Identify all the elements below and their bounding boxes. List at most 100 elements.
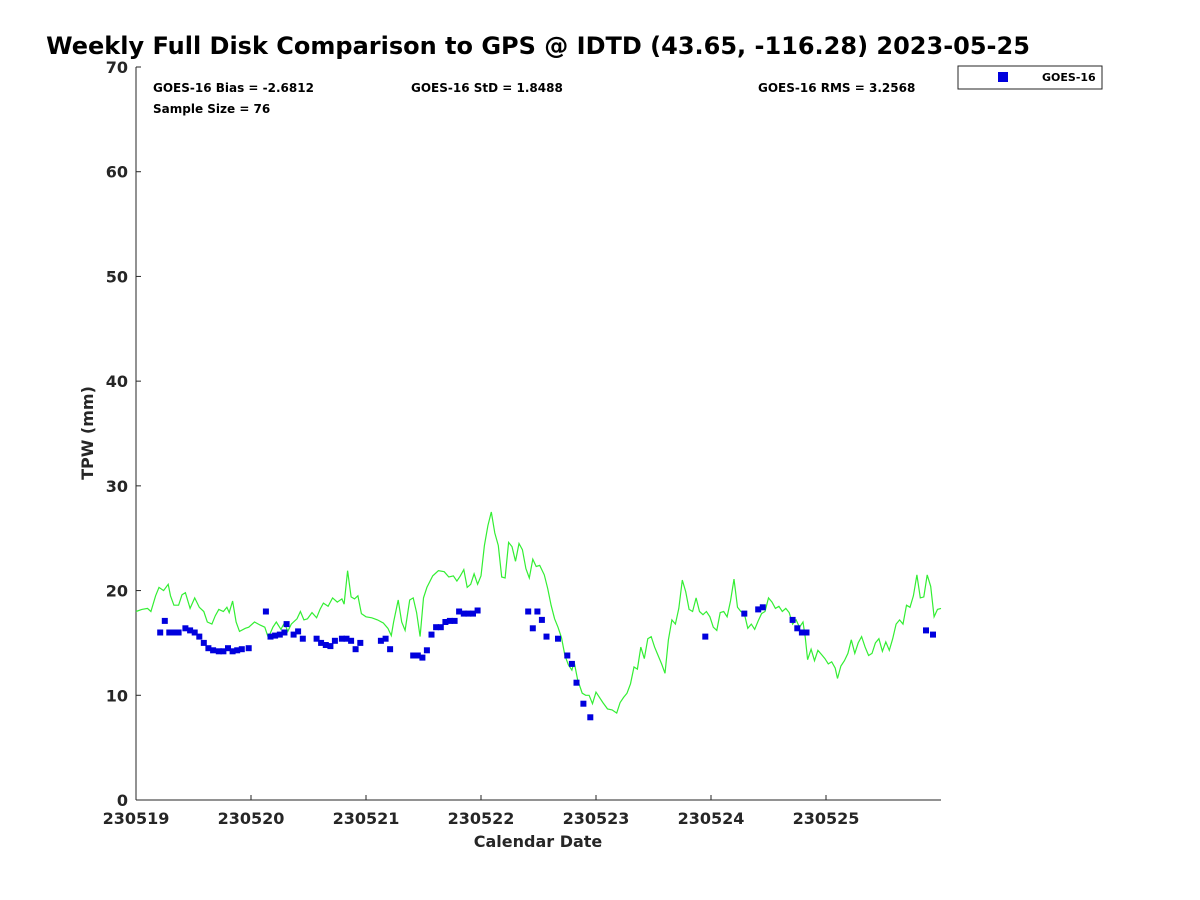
x-tick-label: 230523 xyxy=(563,809,630,828)
chart-title: Weekly Full Disk Comparison to GPS @ IDT… xyxy=(46,32,1030,60)
goes16-point xyxy=(196,633,203,640)
goes16-point xyxy=(759,604,766,611)
goes16-point xyxy=(755,606,762,613)
plot-area xyxy=(136,67,941,800)
goes16-point xyxy=(789,616,796,623)
goes16-point xyxy=(272,632,279,639)
series-layer xyxy=(135,511,942,721)
legend-label: GOES-16 xyxy=(1042,71,1096,84)
goes16-point xyxy=(283,621,290,628)
legend-marker xyxy=(998,72,1008,82)
x-tick-label: 230519 xyxy=(103,809,170,828)
goes16-point xyxy=(352,646,359,653)
goes16-point xyxy=(798,629,805,636)
bias-stat: GOES-16 Bias = -2.6812 xyxy=(153,81,314,95)
goes16-point xyxy=(382,635,389,642)
y-tick-label: 50 xyxy=(106,267,128,286)
goes16-point xyxy=(930,631,936,638)
goes16-point xyxy=(299,635,306,642)
goes16-point xyxy=(166,629,173,636)
goes16-point xyxy=(182,625,189,632)
goes16-point xyxy=(456,608,463,615)
rms-stat: GOES-16 RMS = 3.2568 xyxy=(758,81,915,95)
y-tick-label: 10 xyxy=(106,686,128,705)
y-tick-label: 40 xyxy=(106,372,128,391)
goes16-point xyxy=(220,648,227,655)
x-tick-label: 230521 xyxy=(333,809,400,828)
goes16-point xyxy=(423,647,430,654)
goes16-point xyxy=(587,714,594,721)
goes16-point xyxy=(538,616,545,623)
goes16-point xyxy=(161,617,168,624)
goes16-point xyxy=(568,660,575,667)
goes16-point xyxy=(245,645,252,652)
x-tick-label: 230524 xyxy=(678,809,745,828)
y-axis-label: TPW (mm) xyxy=(78,386,97,480)
goes16-point xyxy=(529,625,536,632)
goes16-point xyxy=(234,647,241,654)
goes16-point xyxy=(343,635,350,642)
goes16-point xyxy=(702,633,709,640)
goes16-point xyxy=(267,633,274,640)
goes16-point xyxy=(170,629,177,636)
goes16-point xyxy=(157,629,164,636)
goes16-point xyxy=(290,631,297,638)
goes16-point xyxy=(387,646,394,653)
goes16-point xyxy=(357,639,364,646)
goes16-point xyxy=(262,608,269,615)
goes16-point xyxy=(313,635,320,642)
goes16-point xyxy=(276,631,283,638)
goes16-point xyxy=(573,679,580,686)
legend: GOES-16 xyxy=(957,65,1103,90)
goes16-point xyxy=(543,633,550,640)
goes16-point xyxy=(205,645,212,652)
goes16-point xyxy=(318,639,325,646)
y-tick-label: 70 xyxy=(106,58,128,77)
goes16-point xyxy=(348,637,355,644)
goes16-point xyxy=(331,637,338,644)
goes16-point xyxy=(470,610,476,617)
goes16-point xyxy=(437,624,444,631)
goes16-point xyxy=(322,642,329,648)
goes16-point xyxy=(923,627,929,634)
x-tick-label: 230520 xyxy=(218,809,285,828)
y-tick-label: 20 xyxy=(106,582,128,601)
goes16-point xyxy=(377,637,384,644)
goes16-point xyxy=(225,645,231,652)
goes16-point xyxy=(428,631,435,638)
goes16-point xyxy=(410,652,417,659)
goes16-point xyxy=(555,635,561,642)
x-axis-label: Calendar Date xyxy=(474,832,603,851)
std-stat: GOES-16 StD = 1.8488 xyxy=(411,81,563,95)
goes16-point xyxy=(794,625,801,632)
goes16-point xyxy=(210,647,217,654)
y-tick-label: 30 xyxy=(106,477,128,496)
goes16-point xyxy=(460,610,467,617)
goes16-point xyxy=(564,652,571,659)
sample-size-stat: Sample Size = 76 xyxy=(153,102,270,116)
goes16-point xyxy=(474,607,481,614)
goes16-point xyxy=(229,648,236,655)
x-tick-label: 230522 xyxy=(448,809,515,828)
goes16-point xyxy=(580,700,587,707)
goes16-point xyxy=(281,629,288,636)
goes16-point xyxy=(414,652,421,659)
goes16-point xyxy=(442,619,449,625)
goes16-point xyxy=(187,627,194,634)
goes16-point xyxy=(525,608,532,615)
goes16-point xyxy=(433,624,440,631)
goes16-point xyxy=(446,617,453,624)
goes16-point xyxy=(175,629,182,636)
goes16-point xyxy=(215,648,222,655)
legend-box xyxy=(957,65,1103,90)
x-tick-label: 230525 xyxy=(793,809,860,828)
goes16-point xyxy=(200,639,207,646)
goes16-point xyxy=(419,654,426,661)
goes16-point xyxy=(238,646,245,653)
goes16-point xyxy=(327,643,334,650)
goes16-point xyxy=(191,629,198,636)
goes16-point xyxy=(803,629,810,636)
goes16-point xyxy=(465,610,472,617)
goes16-point xyxy=(534,608,541,615)
